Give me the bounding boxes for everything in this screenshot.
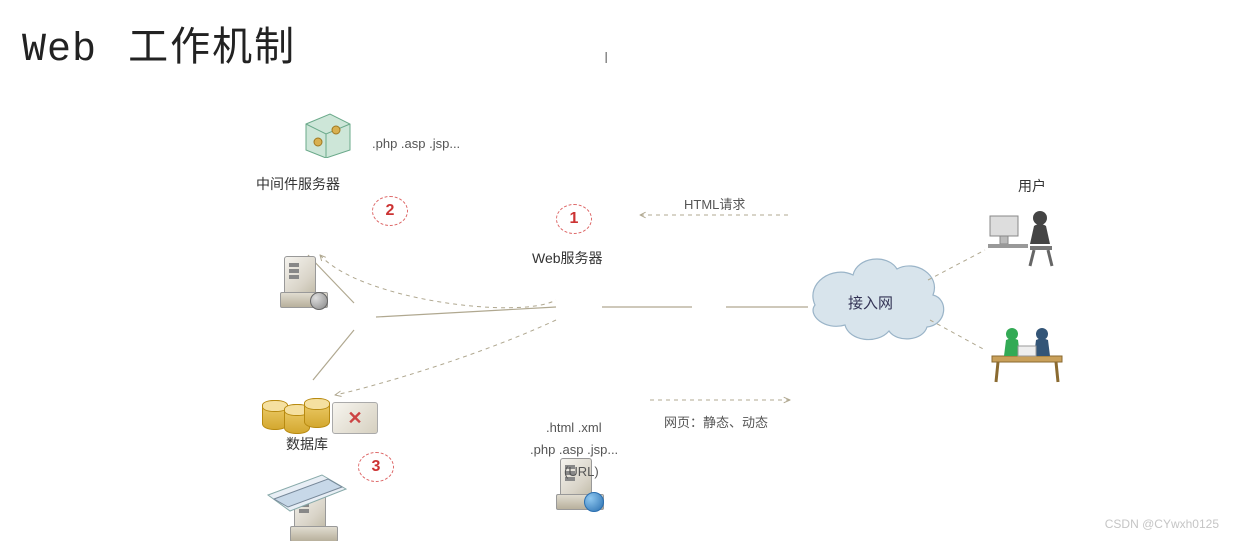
webserver-label: Web服务器 [532,248,603,268]
page-title: Web 工作机制 [22,14,296,73]
step-badge-2: 2 [372,196,408,226]
step-badge-3: 3 [358,452,394,482]
files-ext1-label: .html .xml [546,420,602,435]
watermark-text: CSDN @CYwxh0125 [1105,517,1219,531]
files-ext2-label: .php .asp .jsp... [530,442,618,457]
database-label: 数据库 [286,434,328,454]
middleware-ext-label: .php .asp .jsp... [372,136,460,151]
access-network-label: 接入网 [848,292,893,313]
db-disks-icon [262,392,332,432]
html-request-label: HTML请求 [684,194,745,213]
files-url-label: (URL) [564,464,599,479]
middleware-label: 中间件服务器 [256,174,340,194]
papers-icon [262,465,352,520]
title-en: Web [22,28,97,73]
container-cube-icon [300,110,356,158]
switch-icon [332,402,378,434]
user-label: 用户 [1018,176,1046,196]
title-zh: 工作机制 [128,25,296,69]
webpage-types-label: 网页：静态、动态 [664,412,768,431]
middleware-server-icon [280,256,326,308]
solid-edges [308,255,808,380]
step-badge-1: 1 [556,204,592,234]
text-cursor-icon: I [604,50,608,68]
user-table-icon [986,320,1056,390]
user-desk-icon [986,202,1056,272]
